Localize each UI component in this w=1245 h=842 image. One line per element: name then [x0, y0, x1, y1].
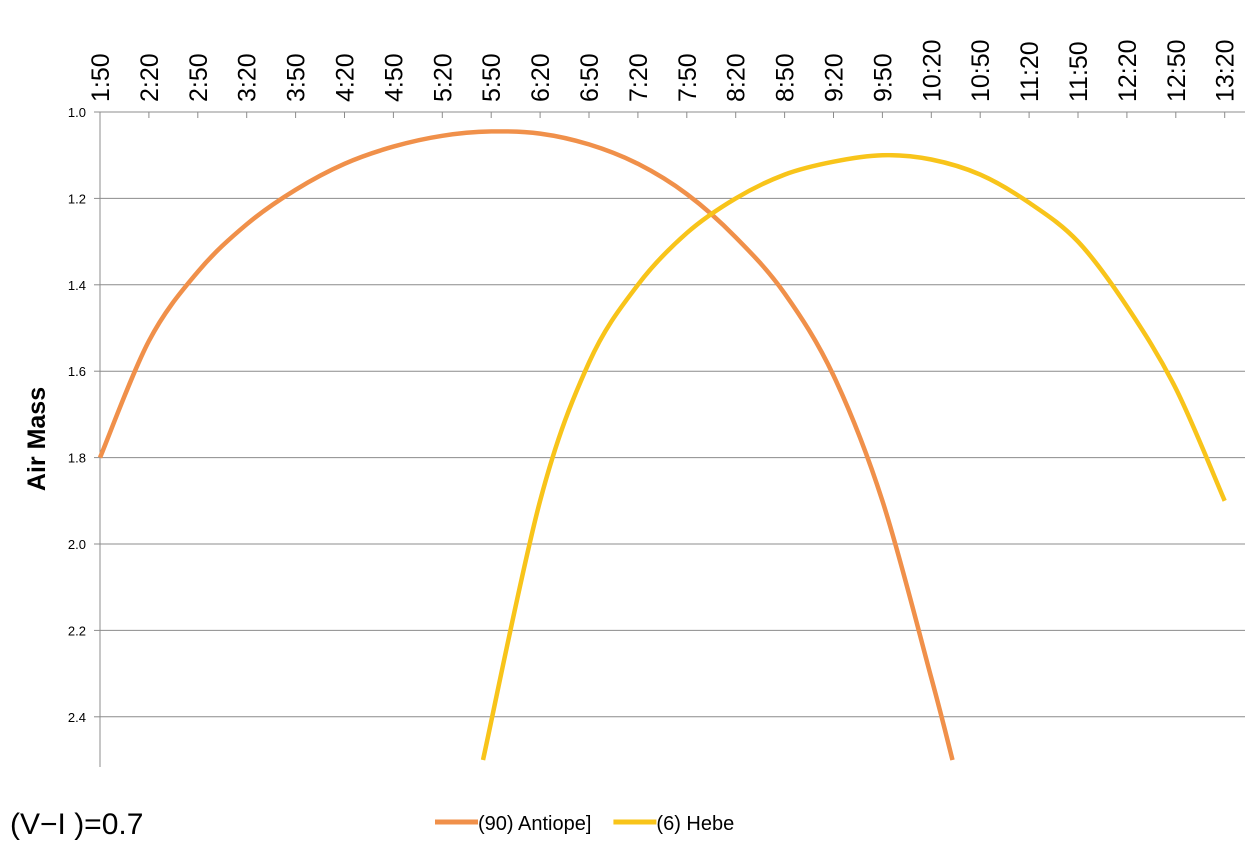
x-tick-label: 10:20: [918, 39, 946, 102]
x-tick-label: 12:20: [1114, 39, 1142, 102]
x-axis: 1:50 2:20 2:50 3:20 3:50 4:20 4:50 5:20 5:50 6:20…: [87, 39, 1240, 118]
x-tick-label: 7:50: [674, 53, 702, 102]
y-tick-label: 1.4: [68, 278, 86, 293]
legend-label-2: (6) Hebe: [656, 813, 734, 835]
x-tick-label: 5:20: [429, 53, 457, 102]
x-tick-label: 9:20: [821, 53, 849, 102]
y-tick-label: 1.2: [68, 191, 86, 206]
x-tick-label: 3:50: [283, 53, 311, 102]
y-tick-label: 1.6: [68, 364, 86, 379]
annotation-text: (V−I )=0.7: [10, 808, 144, 841]
series-line-2: [483, 155, 1225, 760]
x-tick-label: 1:50: [87, 53, 115, 102]
legend-label-1: (90) Antiope]: [478, 813, 591, 835]
x-tick-label: 8:50: [772, 53, 800, 102]
x-tick-label: 2:20: [136, 53, 164, 102]
x-tick-label: 10:50: [967, 39, 995, 102]
grid-lines: [100, 111, 1245, 718]
x-tick-label: 9:50: [869, 53, 897, 102]
x-tick-label: 11:20: [1016, 41, 1044, 102]
y-axis-title: Air Mass: [23, 387, 51, 491]
y-tick-label: 2.4: [68, 710, 86, 725]
y-axis: 1.0 1.2 1.4 1.6 1.8 2.0 2.2 2.4: [68, 105, 101, 767]
x-tick-label: 6:50: [576, 53, 604, 102]
series-lines: [100, 131, 1225, 760]
y-tick-label: 1.0: [68, 105, 86, 120]
x-tick-label: 4:20: [332, 53, 360, 102]
series-line-1: [100, 131, 953, 760]
legend: (90) Antiope] (6) Hebe: [435, 813, 734, 835]
x-tick-label: 12:50: [1163, 39, 1191, 102]
y-tick-label: 1.8: [68, 451, 86, 466]
y-tick-label: 2.2: [68, 623, 86, 638]
x-tick-label: 2:50: [185, 53, 213, 102]
x-tick-label: 8:20: [723, 53, 751, 102]
x-tick-label: 5:50: [478, 53, 506, 102]
x-tick-label: 6:20: [527, 53, 555, 102]
x-tick-label: 11:50: [1065, 41, 1093, 102]
x-tick-label: 3:20: [234, 53, 262, 102]
x-tick-label: 7:20: [625, 53, 653, 102]
x-tick-label: 13:20: [1212, 39, 1240, 102]
x-tick-label: 4:50: [380, 53, 408, 102]
y-tick-label: 2.0: [68, 537, 86, 552]
